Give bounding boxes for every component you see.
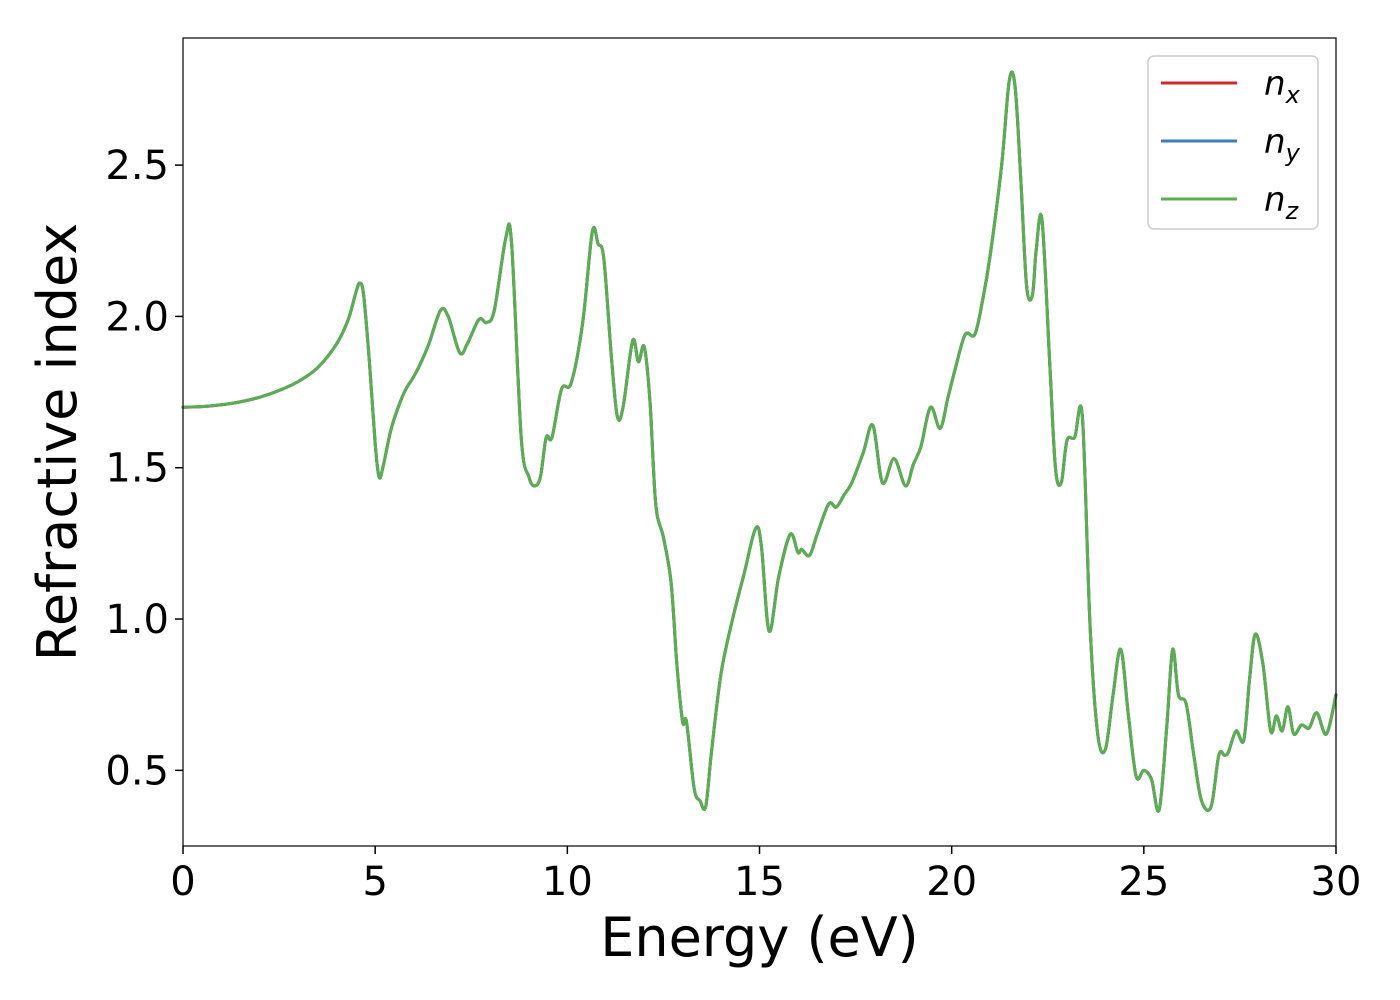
x-tick-label: 20: [926, 859, 977, 905]
x-tick-label: 15: [734, 859, 785, 905]
x-tick-label: 10: [542, 859, 593, 905]
y-tick-label: 2.5: [105, 143, 169, 189]
x-tick-label: 30: [1311, 859, 1362, 905]
series-line-nz: [181, 70, 1338, 813]
y-axis-title: Refractive index: [26, 223, 89, 662]
x-tick-label: 5: [362, 859, 387, 905]
x-tick-label: 25: [1118, 859, 1169, 905]
legend: nx ny nz: [1147, 55, 1319, 230]
legend-label-ny: ny: [1264, 122, 1301, 167]
legend-label-nx: nx: [1264, 64, 1301, 109]
x-axis-title: Energy (eV): [600, 906, 919, 969]
y-tick-label: 1.0: [105, 597, 169, 643]
y-tick-label: 0.5: [105, 748, 169, 794]
legend-label-nz: nz: [1264, 180, 1300, 225]
x-axis-ticks: 0 5 10 15 20 25 30: [170, 846, 1361, 905]
curves-group: [181, 70, 1338, 813]
y-tick-label: 2.0: [105, 294, 169, 340]
x-tick-label: 0: [170, 859, 195, 905]
y-axis-ticks: 0.5 1.0 1.5 2.0 2.5: [105, 143, 183, 794]
y-tick-label: 1.5: [105, 446, 169, 492]
